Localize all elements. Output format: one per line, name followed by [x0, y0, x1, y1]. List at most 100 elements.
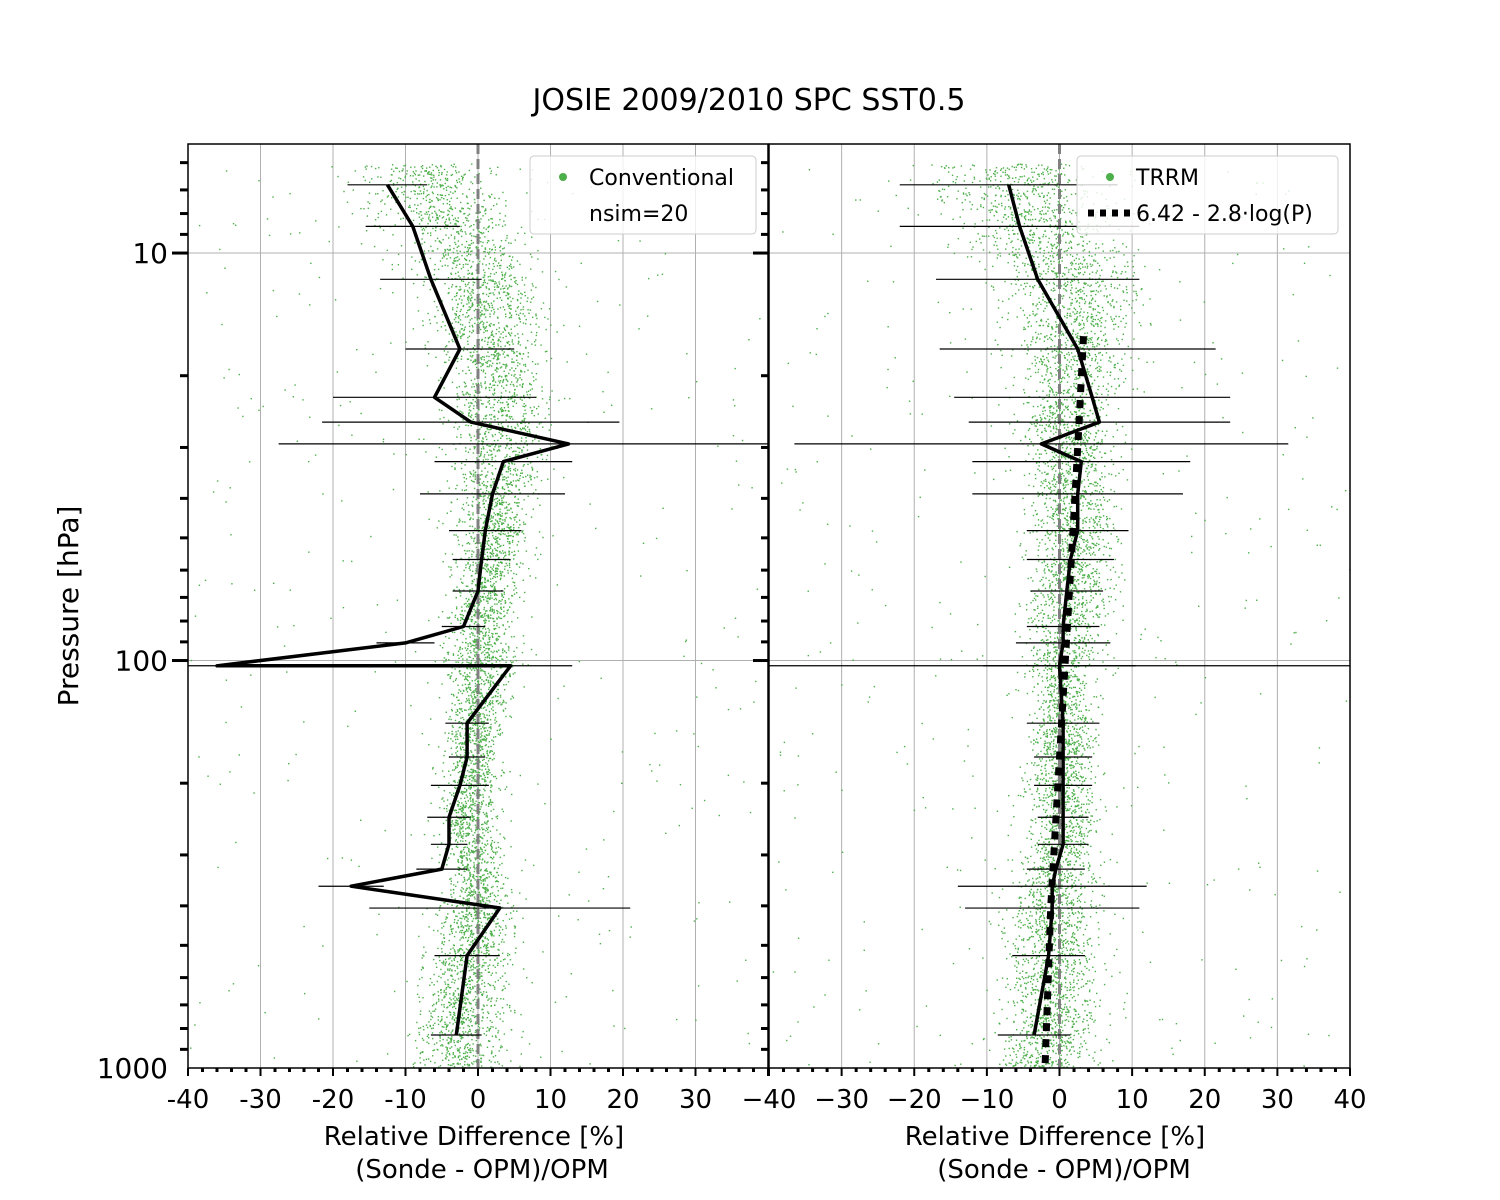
left-scatter-point — [449, 1047, 451, 1049]
left-scatter-point — [506, 354, 508, 357]
left-scatter-point — [524, 291, 526, 294]
left-scatter-point — [428, 619, 430, 622]
left-scatter-point — [504, 788, 507, 791]
left-scatter-point — [448, 958, 450, 960]
left-scatter-point — [731, 508, 733, 510]
left-scatter-point — [494, 717, 497, 719]
left-scatter-point — [484, 821, 486, 823]
left-scatter-point — [469, 688, 471, 690]
left-scatter-point — [496, 817, 499, 820]
left-scatter-point — [449, 1011, 452, 1014]
left-scatter-point — [425, 951, 427, 953]
left-scatter-point — [470, 933, 472, 935]
left-scatter-point — [484, 247, 486, 249]
left-scatter-point — [467, 949, 469, 951]
left-scatter-point — [498, 1063, 500, 1065]
left-scatter-point — [475, 661, 477, 663]
left-scatter-point — [485, 932, 487, 934]
left-scatter-point — [450, 974, 453, 976]
left-scatter-point — [462, 994, 465, 997]
left-scatter-point — [454, 170, 457, 172]
left-scatter-point — [448, 939, 450, 942]
left-scatter-point — [434, 1010, 436, 1012]
left-scatter-point — [494, 632, 497, 635]
left-scatter-point — [472, 986, 474, 988]
left-scatter-point — [454, 787, 457, 790]
left-scatter-point — [491, 338, 494, 341]
left-scatter-point — [470, 351, 472, 354]
left-scatter-point — [496, 1016, 498, 1018]
left-scatter-point — [489, 800, 492, 802]
left-scatter-point — [465, 835, 467, 837]
left-scatter-point — [450, 930, 453, 933]
left-scatter-point — [491, 610, 493, 613]
left-scatter-point — [368, 202, 371, 205]
left-scatter-point — [430, 1015, 432, 1017]
left-scatter-point — [437, 746, 440, 748]
left-scatter-point — [738, 484, 740, 486]
left-scatter-point — [492, 941, 494, 943]
left-scatter-point — [482, 513, 485, 516]
left-scatter-point — [454, 462, 456, 465]
left-scatter-point — [473, 743, 476, 745]
left-scatter-point — [495, 700, 498, 703]
left-scatter-point — [456, 608, 458, 610]
left-scatter-point — [450, 893, 452, 896]
left-scatter-point — [508, 275, 511, 277]
left-scatter-point — [493, 875, 495, 877]
left-scatter-point — [477, 757, 480, 760]
left-scatter-point — [473, 447, 476, 450]
left-scatter-point — [454, 990, 457, 992]
left-scatter-point — [471, 1062, 473, 1064]
left-scatter-point — [453, 769, 456, 771]
left-scatter-point — [501, 349, 503, 352]
left-scatter-point — [467, 1032, 469, 1034]
left-scatter-point — [449, 191, 452, 193]
left-scatter-point — [494, 966, 496, 968]
left-scatter-point — [471, 550, 473, 552]
left-scatter-point — [466, 1051, 469, 1054]
left-scatter-point — [489, 167, 491, 170]
left-scatter-point — [504, 507, 506, 509]
left-scatter-point — [488, 386, 490, 389]
left-scatter-point — [430, 186, 432, 189]
left-scatter-point — [443, 807, 445, 810]
left-scatter-point — [468, 1019, 470, 1021]
left-scatter-point — [495, 488, 497, 491]
left-scatter-point — [502, 771, 505, 773]
left-scatter-point — [225, 170, 228, 172]
left-scatter-point — [443, 198, 445, 200]
left-scatter-point — [492, 353, 495, 356]
left-scatter-point — [510, 698, 512, 700]
left-scatter-point — [469, 930, 472, 932]
left-scatter-point — [471, 711, 473, 713]
left-scatter-point — [452, 340, 454, 343]
left-scatter-point — [421, 966, 424, 968]
left-scatter-point — [494, 1054, 497, 1057]
left-scatter-point — [502, 519, 504, 521]
left-scatter-point — [474, 842, 476, 844]
left-scatter-point — [468, 514, 471, 516]
left-scatter-point — [419, 1013, 422, 1016]
left-scatter-point — [463, 678, 466, 681]
left-scatter-point — [428, 926, 430, 928]
left-scatter-point — [482, 269, 485, 271]
left-scatter-point — [477, 1025, 480, 1027]
left-scatter-point — [468, 928, 470, 930]
left-scatter-point — [465, 978, 467, 980]
left-scatter-point — [458, 1048, 460, 1051]
left-scatter-point — [530, 331, 533, 333]
left-scatter-point — [473, 776, 475, 778]
left-scatter-point — [497, 673, 499, 676]
left-scatter-points — [188, 163, 761, 1068]
left-scatter-point — [526, 391, 528, 393]
left-scatter-point — [284, 389, 286, 391]
left-scatter-point — [448, 732, 450, 734]
left-scatter-point — [503, 220, 505, 222]
left-scatter-point — [500, 673, 503, 676]
left-scatter-point — [468, 822, 471, 824]
left-scatter-point — [509, 959, 512, 961]
left-scatter-point — [472, 963, 474, 966]
left-scatter-point — [456, 999, 458, 1001]
left-scatter-point — [511, 906, 513, 909]
